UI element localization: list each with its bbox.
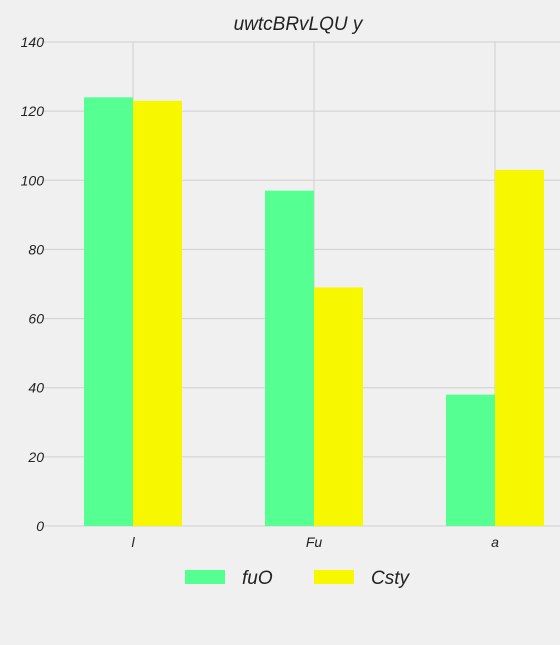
bar-fuO-a	[446, 395, 495, 526]
bar-Csty-l	[133, 101, 182, 526]
chart-title: uwtcBRvLQU y	[234, 14, 364, 35]
y-tick-label: 100	[21, 172, 45, 188]
y-tick-label: 0	[36, 518, 44, 534]
legend-label: fuO	[242, 568, 273, 589]
legend-swatch	[185, 570, 225, 584]
y-tick-label: 60	[28, 311, 44, 327]
x-tick-label: Fu	[306, 534, 323, 550]
bar-Csty-Fu	[314, 287, 363, 526]
legend-label: Csty	[371, 568, 411, 589]
y-tick-label: 40	[28, 380, 44, 396]
y-tick-label: 120	[21, 103, 45, 119]
y-tick-label: 20	[27, 449, 44, 465]
y-tick-label: 80	[28, 241, 44, 257]
legend-swatch	[314, 570, 354, 584]
bar-Csty-a	[495, 170, 544, 526]
y-tick-label: 140	[21, 34, 45, 50]
bar-fuO-Fu	[265, 191, 314, 526]
bar-fuO-l	[84, 97, 133, 526]
x-tick-label: a	[491, 534, 499, 550]
